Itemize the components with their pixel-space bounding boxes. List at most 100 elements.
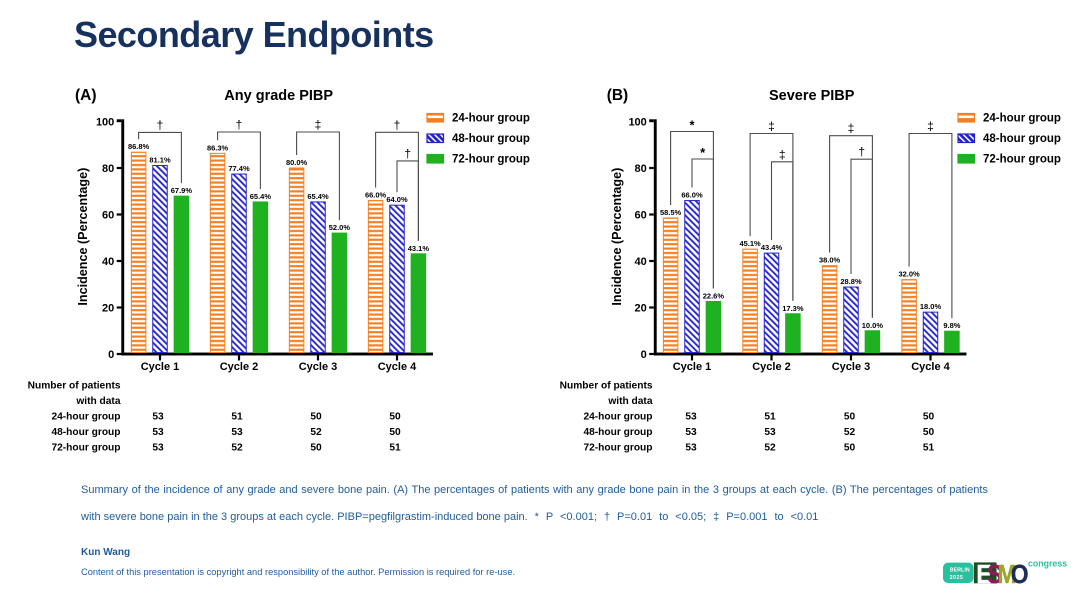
svg-text:100: 100 [628, 117, 646, 129]
svg-text:Cycle 3: Cycle 3 [299, 361, 338, 373]
svg-text:Cycle 1: Cycle 1 [673, 361, 712, 373]
svg-text:24-hour group: 24-hour group [51, 412, 120, 423]
svg-text:32.0%: 32.0% [898, 270, 920, 279]
svg-text:80.0%: 80.0% [286, 158, 308, 167]
svg-text:72-hour group: 72-hour group [583, 443, 652, 454]
svg-text:43.4%: 43.4% [761, 243, 783, 252]
svg-text:48-hour group: 48-hour group [983, 133, 1061, 145]
svg-text:65.4%: 65.4% [307, 192, 329, 201]
svg-text:51: 51 [764, 412, 776, 423]
svg-text:45.1%: 45.1% [739, 239, 761, 248]
svg-text:66.0%: 66.0% [365, 191, 387, 200]
svg-text:38.0%: 38.0% [819, 256, 841, 265]
svg-text:67.9%: 67.9% [171, 186, 193, 195]
svg-text:58.5%: 58.5% [660, 208, 682, 217]
svg-text:9.8%: 9.8% [943, 321, 960, 330]
svg-text:100: 100 [96, 117, 114, 129]
svg-text:53: 53 [152, 427, 164, 438]
svg-text:Incidence (Percentage): Incidence (Percentage) [610, 168, 624, 306]
svg-text:53: 53 [685, 443, 697, 454]
svg-text:M: M [997, 561, 1016, 589]
svg-text:50: 50 [923, 427, 935, 438]
svg-text:18.0%: 18.0% [920, 302, 942, 311]
svg-text:congress: congress [1028, 559, 1067, 569]
svg-text:24-hour group: 24-hour group [452, 113, 530, 125]
svg-text:52: 52 [844, 427, 856, 438]
svg-text:50: 50 [844, 412, 856, 423]
svg-text:0: 0 [108, 349, 114, 361]
svg-text:52: 52 [764, 443, 776, 454]
svg-text:72-hour group: 72-hour group [452, 154, 530, 166]
svg-text:E: E [976, 561, 991, 589]
svg-text:†: † [236, 118, 243, 132]
svg-text:52: 52 [231, 443, 243, 454]
svg-text:*: * [689, 118, 695, 133]
svg-text:51: 51 [923, 443, 935, 454]
svg-text:O: O [1011, 561, 1029, 589]
svg-text:Number of patients: Number of patients [560, 381, 653, 392]
svg-text:‡: ‡ [848, 121, 855, 135]
svg-text:BERLIN: BERLIN [950, 568, 970, 574]
svg-text:48-hour group: 48-hour group [51, 427, 120, 438]
svg-text:‡: ‡ [779, 147, 786, 161]
svg-text:2025: 2025 [950, 575, 964, 581]
svg-text:*: * [700, 145, 706, 160]
svg-text:53: 53 [231, 427, 243, 438]
svg-text:†: † [157, 118, 164, 132]
svg-text:Number of patients: Number of patients [28, 381, 121, 392]
svg-text:20: 20 [635, 303, 647, 315]
svg-text:10.0%: 10.0% [862, 321, 884, 330]
svg-text:53: 53 [685, 412, 697, 423]
svg-text:†: † [858, 145, 865, 159]
svg-text:(A): (A) [75, 87, 97, 104]
svg-text:‡: ‡ [927, 119, 934, 133]
svg-text:81.1%: 81.1% [149, 155, 171, 164]
svg-text:‡: ‡ [768, 119, 775, 133]
svg-text:Cycle 2: Cycle 2 [752, 361, 791, 373]
svg-text:60: 60 [635, 210, 647, 222]
svg-text:50: 50 [844, 443, 856, 454]
svg-text:52: 52 [310, 427, 322, 438]
svg-text:64.0%: 64.0% [386, 195, 408, 204]
svg-text:Cycle 2: Cycle 2 [220, 361, 259, 373]
svg-text:with data: with data [75, 396, 120, 407]
svg-text:28.8%: 28.8% [840, 277, 862, 286]
svg-text:72-hour group: 72-hour group [51, 443, 120, 454]
svg-text:50: 50 [923, 412, 935, 423]
svg-text:66.0%: 66.0% [681, 191, 703, 200]
svg-text:52.0%: 52.0% [329, 223, 351, 232]
svg-text:0: 0 [641, 349, 647, 361]
svg-text:40: 40 [635, 256, 647, 268]
svg-text:60: 60 [102, 210, 114, 222]
svg-text:65.4%: 65.4% [250, 192, 272, 201]
svg-text:22.6%: 22.6% [703, 291, 725, 300]
svg-text:S: S [987, 561, 1002, 589]
svg-text:86.8%: 86.8% [128, 142, 150, 151]
svg-text:77.4%: 77.4% [228, 164, 250, 173]
svg-text:86.3%: 86.3% [207, 143, 229, 152]
svg-text:53: 53 [764, 427, 776, 438]
svg-text:50: 50 [310, 412, 322, 423]
svg-text:53: 53 [685, 427, 697, 438]
svg-text:24-hour group: 24-hour group [983, 113, 1061, 125]
svg-text:‡: ‡ [315, 118, 322, 132]
svg-text:53: 53 [152, 443, 164, 454]
svg-text:(B): (B) [607, 87, 629, 104]
svg-text:53: 53 [152, 412, 164, 423]
svg-text:†: † [394, 118, 401, 132]
svg-text:24-hour group: 24-hour group [583, 412, 652, 423]
svg-text:Cycle 1: Cycle 1 [141, 361, 180, 373]
svg-text:50: 50 [389, 427, 401, 438]
svg-text:Cycle 3: Cycle 3 [832, 361, 871, 373]
svg-text:Severe PIBP: Severe PIBP [769, 88, 855, 104]
svg-text:17.3%: 17.3% [782, 304, 804, 313]
svg-text:80: 80 [635, 163, 647, 175]
svg-text:50: 50 [389, 412, 401, 423]
svg-text:Any grade PIBP: Any grade PIBP [224, 88, 333, 104]
svg-text:Incidence (Percentage): Incidence (Percentage) [76, 168, 90, 306]
svg-text:40: 40 [102, 256, 114, 268]
svg-text:50: 50 [310, 443, 322, 454]
svg-text:51: 51 [389, 443, 401, 454]
svg-text:80: 80 [102, 163, 114, 175]
svg-text:with data: with data [607, 396, 652, 407]
